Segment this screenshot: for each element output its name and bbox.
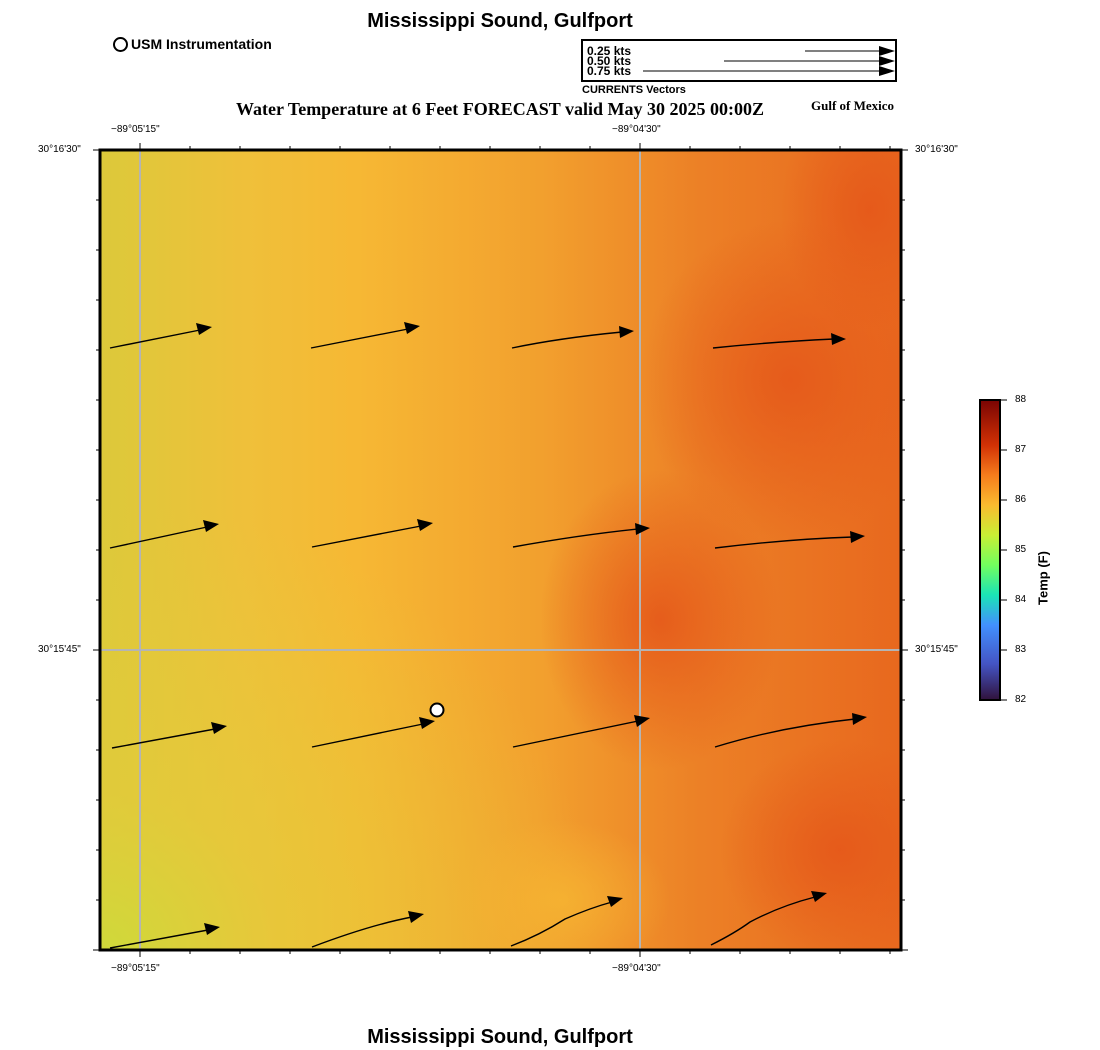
lat-tick-right-2: 30°15'45" — [915, 644, 958, 655]
vector-legend-arrows — [643, 46, 895, 76]
current-vectors — [109, 322, 867, 949]
vector-legend-label-075: 0.75 kts — [587, 64, 632, 78]
axis-ticks — [93, 143, 908, 957]
temperature-colorbar — [979, 399, 1007, 701]
colorbar-title: Temp (F) — [1035, 551, 1051, 605]
current-vector-arrow-icon — [109, 323, 212, 349]
colorbar-tick-85: 85 — [1015, 544, 1027, 555]
usm-instrument-marker-icon — [113, 36, 128, 52]
lon-tick-top-2: −89°04'30" — [612, 124, 661, 135]
colorbar-tick-88: 88 — [1015, 394, 1027, 405]
gridlines — [100, 150, 901, 950]
vector-legend-caption: CURRENTS Vectors — [582, 84, 686, 96]
current-vector-arrow-icon — [310, 322, 420, 349]
current-vector-arrow-icon — [311, 519, 433, 548]
current-vector-arrow-icon — [311, 911, 424, 948]
map-subtitle: Water Temperature at 6 Feet FORECAST val… — [236, 99, 764, 119]
colorbar-tick-82: 82 — [1015, 694, 1027, 705]
map-title: Mississippi Sound, Gulfport — [367, 10, 633, 32]
lat-tick-left-2: 30°15'45" — [38, 644, 81, 655]
lon-tick-bottom-1: −89°05'15" — [111, 963, 160, 974]
colorbar-tick-84: 84 — [1015, 594, 1027, 605]
colorbar-tick-87: 87 — [1015, 444, 1027, 455]
lon-tick-bottom-2: −89°04'30" — [612, 963, 661, 974]
usm-legend: USM Instrumentation — [113, 36, 272, 52]
current-vector-arrow-icon — [714, 713, 867, 748]
lat-tick-right-1: 30°16'30" — [915, 144, 958, 155]
map-frame — [98, 148, 903, 952]
vector-legend-label-050: 0.50 kts — [587, 54, 632, 68]
colorbar-tick-86: 86 — [1015, 494, 1027, 505]
current-vector-arrow-icon — [311, 717, 435, 748]
usm-instrument-marker-icon[interactable] — [429, 702, 445, 718]
current-vector-arrow-icon — [511, 326, 634, 349]
vector-legend-label-025: 0.25 kts — [587, 44, 632, 58]
current-vector-arrow-icon — [710, 891, 827, 946]
current-vector-arrow-icon — [109, 923, 220, 949]
region-label: Gulf of Mexico — [811, 98, 895, 113]
current-vector-arrow-icon — [510, 896, 623, 947]
current-vector-arrow-icon — [109, 520, 219, 549]
current-vector-arrow-icon — [712, 333, 846, 349]
lon-tick-top-1: −89°05'15" — [111, 124, 160, 135]
temperature-field — [100, 150, 901, 950]
current-vector-legend: 0.25 kts 0.50 kts 0.75 kts — [581, 39, 897, 82]
usm-legend-label: USM Instrumentation — [131, 36, 272, 52]
current-vector-arrow-icon — [111, 722, 227, 749]
current-vector-arrow-icon — [512, 523, 650, 548]
current-vector-arrow-icon — [714, 531, 865, 549]
current-vector-arrow-icon — [512, 715, 650, 748]
lat-tick-left-1: 30°16'30" — [38, 144, 81, 155]
colorbar-tick-83: 83 — [1015, 644, 1027, 655]
footer-title: Mississippi Sound, Gulfport — [367, 1026, 633, 1048]
